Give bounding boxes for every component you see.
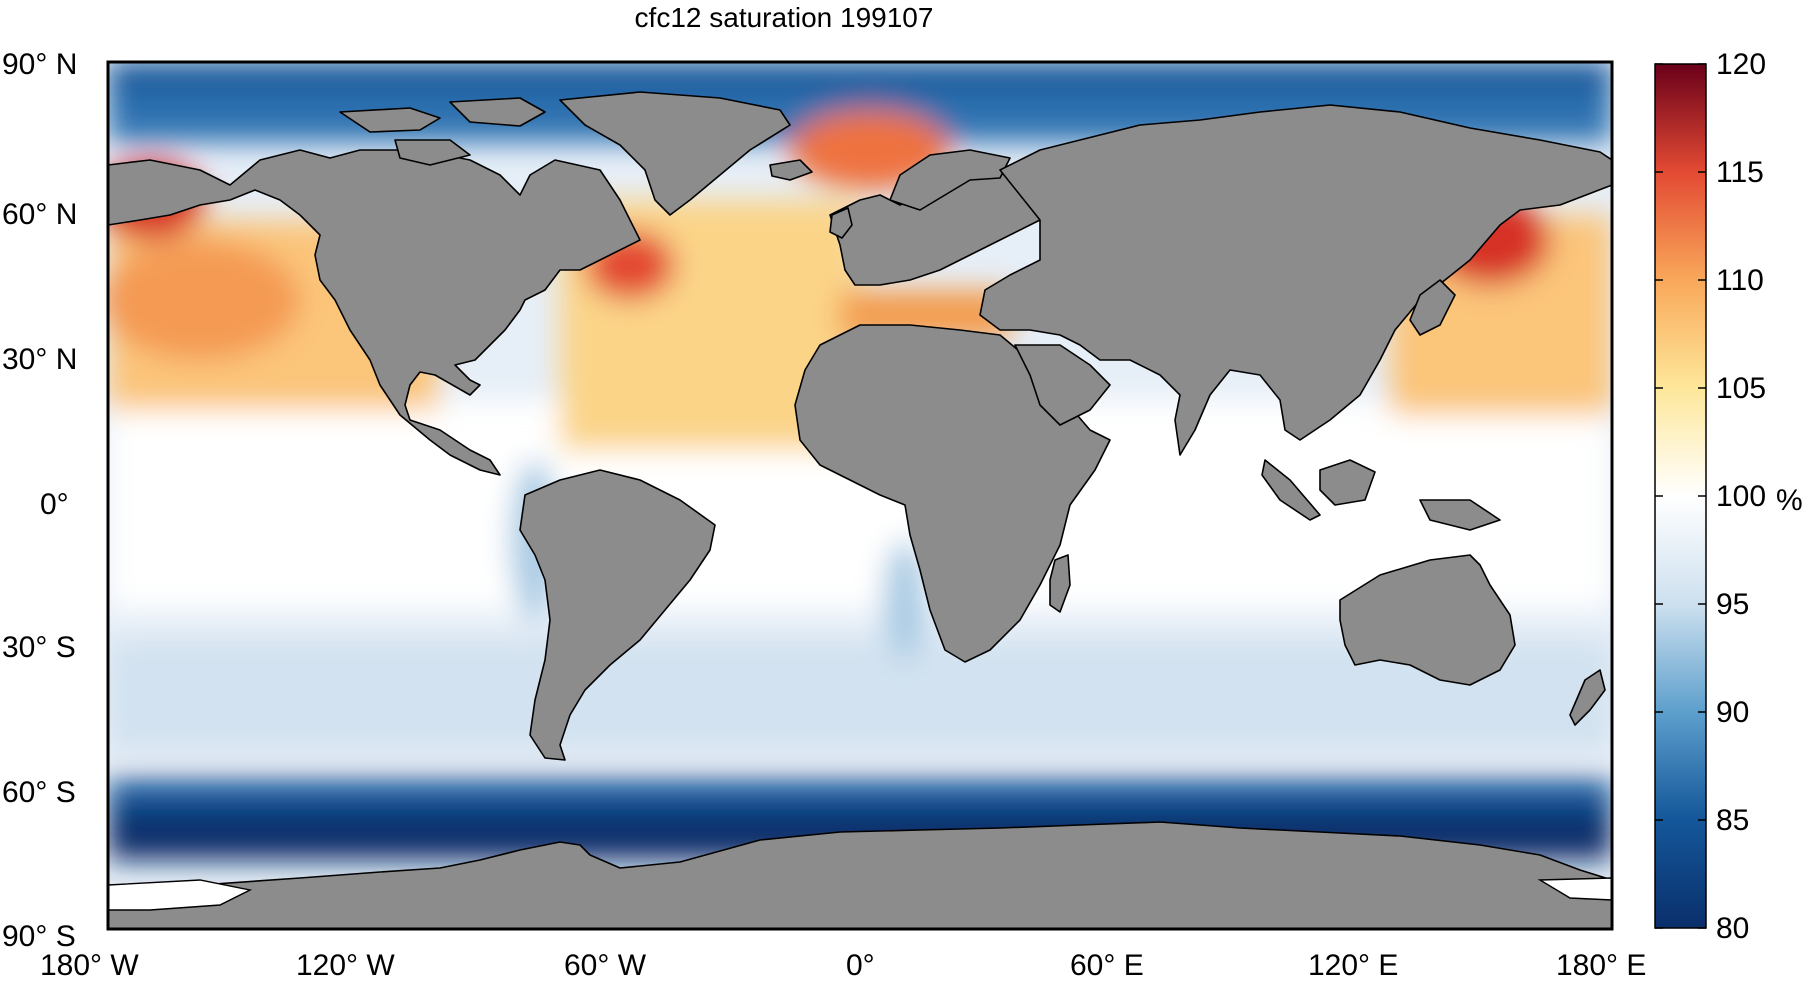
ross-ice-shelf bbox=[108, 879, 253, 911]
land-south-america bbox=[519, 469, 716, 761]
land-asia bbox=[979, 104, 1612, 456]
land-africa bbox=[794, 324, 1111, 663]
land-arctic-islands-2 bbox=[449, 97, 546, 127]
colorbar-frame bbox=[1654, 63, 1707, 929]
lon-label-180e: 180° E bbox=[1556, 949, 1647, 982]
land-borneo bbox=[1319, 459, 1376, 506]
colorbar-tick-85: 85 bbox=[1716, 804, 1750, 837]
land-british-isles bbox=[829, 207, 853, 239]
north-pacific-core bbox=[108, 240, 300, 360]
colorbar-tick-110: 110 bbox=[1716, 264, 1764, 297]
lat-label-90n: 90° N bbox=[2, 48, 78, 81]
colorbar-tick-95: 95 bbox=[1716, 588, 1750, 621]
land-arctic-islands-1 bbox=[339, 107, 441, 133]
land-australia bbox=[1339, 554, 1516, 686]
land-europe bbox=[829, 169, 1041, 286]
lat-label-60n: 60° N bbox=[2, 198, 78, 231]
colorbar-tick-90: 90 bbox=[1716, 696, 1750, 729]
arctic-edge bbox=[108, 62, 1612, 92]
land-sumatra bbox=[1261, 459, 1321, 521]
land-iceland bbox=[769, 159, 813, 181]
lon-label-180w: 180° W bbox=[40, 949, 139, 982]
land-madagascar bbox=[1049, 554, 1071, 613]
lon-label-60e: 60° E bbox=[1070, 949, 1144, 982]
colorbar-tick-115: 115 bbox=[1716, 156, 1764, 189]
lat-label-30s: 30° S bbox=[2, 631, 76, 664]
land-new-zealand bbox=[1569, 669, 1606, 726]
lon-label-60w: 60° W bbox=[564, 949, 647, 982]
colorbar-tick-105: 105 bbox=[1716, 372, 1767, 405]
land-arctic-islands-3 bbox=[394, 139, 471, 166]
lat-label-30n: 30° N bbox=[2, 343, 78, 376]
land-greenland bbox=[559, 91, 791, 216]
colorbar-fill bbox=[1655, 64, 1706, 928]
lon-label-0: 0° bbox=[846, 949, 875, 982]
colorbar-unit: % bbox=[1776, 484, 1803, 517]
colorbar-tick-80: 80 bbox=[1716, 912, 1750, 945]
land-japan bbox=[1409, 279, 1456, 336]
land-new-guinea bbox=[1419, 499, 1501, 531]
lon-label-120w: 120° W bbox=[296, 949, 395, 982]
colorbar-tick-120: 120 bbox=[1716, 48, 1767, 81]
lon-label-120e: 120° E bbox=[1308, 949, 1399, 982]
lat-label-60s: 60° S bbox=[2, 776, 76, 809]
lat-label-90s: 90° S bbox=[2, 920, 76, 953]
land-arabia bbox=[1014, 344, 1111, 426]
land-north-america bbox=[108, 149, 641, 476]
ross-ice-shelf-east bbox=[1537, 877, 1612, 901]
land-masses bbox=[108, 91, 1612, 929]
benguela-upwelling bbox=[883, 540, 927, 660]
map-frame bbox=[106, 60, 1614, 931]
map-title: cfc12 saturation 199107 bbox=[634, 2, 934, 33]
lat-label-0: 0° bbox=[40, 488, 69, 521]
colorbar-tick-100: 100 bbox=[1716, 480, 1767, 513]
land-antarctica bbox=[108, 821, 1612, 929]
